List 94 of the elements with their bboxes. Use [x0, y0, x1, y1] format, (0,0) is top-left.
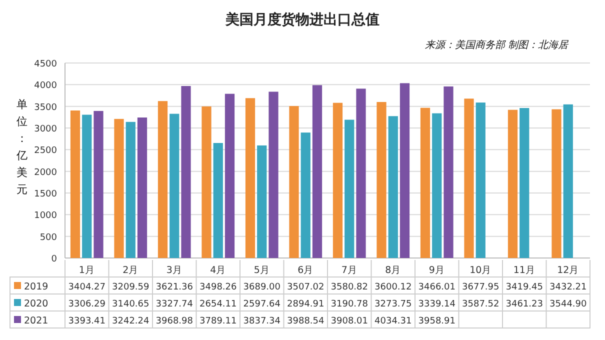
bar — [181, 86, 191, 258]
data-label: 3968.98 — [156, 316, 194, 326]
data-label: 3339.14 — [418, 300, 456, 310]
bar — [344, 120, 354, 258]
bar — [213, 142, 223, 258]
bar — [158, 101, 168, 258]
bar — [114, 118, 124, 258]
bar — [356, 88, 366, 258]
bar — [126, 122, 136, 258]
bar — [376, 102, 386, 258]
bar — [332, 102, 343, 258]
data-label: 3677.95 — [462, 282, 500, 292]
data-label: 3621.36 — [156, 282, 194, 292]
y-tick-label: 4000 — [34, 81, 58, 92]
y-tick-label: 2500 — [34, 146, 58, 156]
legend-label: 2021 — [24, 316, 48, 326]
y-tick-label: 3000 — [34, 124, 58, 134]
data-label: 3461.23 — [506, 300, 543, 310]
x-tick-label: 6月 — [298, 265, 314, 276]
bar — [388, 116, 398, 258]
bar — [70, 110, 80, 258]
data-label: 3327.74 — [156, 300, 194, 310]
data-label: 3580.82 — [330, 282, 368, 292]
data-label: 3209.59 — [112, 282, 150, 292]
data-label: 3988.54 — [287, 316, 325, 326]
x-tick-label: 7月 — [341, 265, 358, 276]
bar — [476, 102, 486, 258]
bar — [224, 94, 235, 258]
data-label: 3498.26 — [200, 282, 238, 292]
x-tick-label: 8月 — [385, 265, 402, 276]
bar — [202, 106, 212, 258]
data-label: 2597.64 — [243, 300, 281, 310]
data-label: 3466.01 — [418, 282, 456, 292]
x-tick-label: 2月 — [122, 265, 139, 276]
data-label: 3273.75 — [374, 300, 412, 310]
x-tick-label: 11月 — [513, 265, 536, 276]
data-label: 2894.91 — [287, 300, 324, 310]
bar — [563, 104, 573, 258]
data-label: 3789.11 — [200, 316, 237, 326]
x-tick-label: 10月 — [470, 265, 492, 276]
bar — [552, 109, 562, 258]
data-label: 3242.24 — [112, 316, 150, 326]
bar — [520, 108, 530, 258]
data-label: 3600.12 — [374, 282, 412, 292]
y-tick-label: 1000 — [34, 211, 58, 222]
data-label: 3837.34 — [243, 316, 281, 326]
y-tick-label: 500 — [40, 232, 58, 243]
chart-title: 美国月度货物进出口总值 — [224, 11, 380, 28]
bar — [82, 114, 92, 258]
bar — [245, 98, 256, 258]
data-label: 3958.91 — [418, 316, 456, 326]
y-axis-title: 单位：亿美元 — [16, 98, 28, 196]
y-tick-label: 3500 — [34, 102, 58, 113]
y-tick-label: 1500 — [34, 190, 58, 200]
data-label: 3419.45 — [506, 282, 543, 292]
data-label: 3140.65 — [112, 300, 150, 310]
x-tick-label: 4月 — [210, 265, 226, 276]
x-tick-label: 12月 — [557, 265, 580, 276]
data-label: 3544.90 — [550, 300, 588, 310]
bar — [137, 118, 148, 258]
data-label: 3507.02 — [287, 282, 324, 292]
bar — [300, 132, 310, 258]
y-tick-label: 0 — [51, 254, 58, 264]
bar — [508, 110, 518, 258]
x-tick-label: 9月 — [428, 265, 445, 276]
bar — [268, 92, 278, 258]
y-tick-label: 2000 — [34, 168, 58, 178]
bar — [257, 145, 267, 258]
legend-label: 2019 — [24, 282, 48, 292]
x-tick-label: 5月 — [254, 265, 270, 276]
data-label: 3689.00 — [243, 282, 281, 292]
data-label: 3190.78 — [330, 300, 368, 310]
bar — [170, 114, 180, 258]
legend-label: 2020 — [24, 298, 48, 310]
bar — [420, 108, 430, 258]
x-tick-label: 1月 — [78, 265, 95, 276]
bar — [94, 110, 104, 258]
data-label: 3587.52 — [462, 300, 500, 310]
bar — [312, 85, 322, 258]
data-label: 3306.29 — [68, 300, 106, 310]
x-tick-label: 3月 — [166, 265, 182, 276]
data-label: 2654.11 — [200, 300, 237, 310]
y-tick-label: 4500 — [34, 60, 58, 70]
data-label: 3432.21 — [550, 282, 587, 292]
data-label: 3393.41 — [68, 316, 106, 326]
data-label: 3908.01 — [330, 316, 368, 326]
bar — [464, 98, 474, 258]
bar — [432, 113, 442, 258]
bar — [289, 106, 299, 258]
data-label: 4034.31 — [374, 316, 412, 326]
data-label: 3404.27 — [68, 282, 106, 292]
bar — [400, 83, 410, 258]
source-note: 来源：美国商务部 制图：北海居 — [424, 39, 569, 51]
bar — [444, 86, 454, 258]
